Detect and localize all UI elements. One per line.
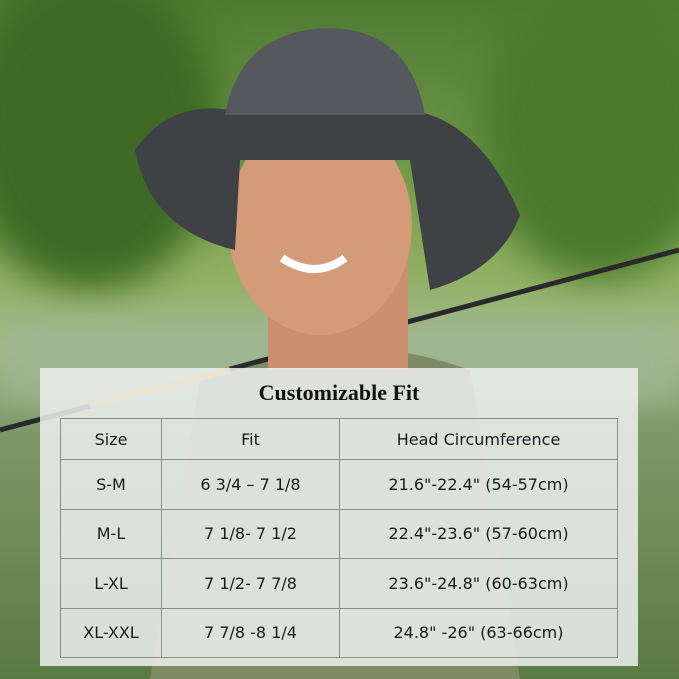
size-cell: XL-XXL: [60, 607, 162, 658]
table-row: L-XL 7 1/2- 7 7/8 23.6"-24.8" (60-63cm): [60, 558, 618, 609]
size-cell: S-M: [60, 459, 162, 510]
fit-cell: 7 7/8 -8 1/4: [161, 607, 340, 658]
hat-brim: [135, 108, 520, 290]
size-chart-panel: Customizable Fit Size Fit Head Circumfer…: [40, 368, 638, 666]
fit-cell: 7 1/8- 7 1/2: [161, 508, 340, 559]
fit-cell: 6 3/4 – 7 1/8: [161, 459, 340, 510]
header-fit: Fit: [161, 418, 340, 460]
circumference-cell: 22.4"-23.6" (57-60cm): [339, 508, 618, 559]
table-row: XL-XXL 7 7/8 -8 1/4 24.8" -26" (63-66cm): [60, 607, 618, 658]
size-chart-title: Customizable Fit: [258, 380, 420, 405]
face: [228, 115, 412, 335]
size-chart-table: Size Fit Head Circumference S-M 6 3/4 – …: [60, 418, 618, 658]
size-cell: M-L: [60, 508, 162, 559]
circumference-cell: 24.8" -26" (63-66cm): [339, 607, 618, 658]
header-head-circumference: Head Circumference: [339, 418, 618, 460]
circumference-cell: 23.6"-24.8" (60-63cm): [339, 558, 618, 609]
fit-cell: 7 1/2- 7 7/8: [161, 558, 340, 609]
table-header-row: Size Fit Head Circumference: [60, 418, 618, 460]
circumference-cell: 21.6"-22.4" (54-57cm): [339, 459, 618, 510]
table-row: M-L 7 1/8- 7 1/2 22.4"-23.6" (57-60cm): [60, 508, 618, 559]
size-cell: L-XL: [60, 558, 162, 609]
header-size: Size: [60, 418, 162, 460]
hat-crown: [225, 28, 425, 115]
table-row: S-M 6 3/4 – 7 1/8 21.6"-22.4" (54-57cm): [60, 459, 618, 510]
